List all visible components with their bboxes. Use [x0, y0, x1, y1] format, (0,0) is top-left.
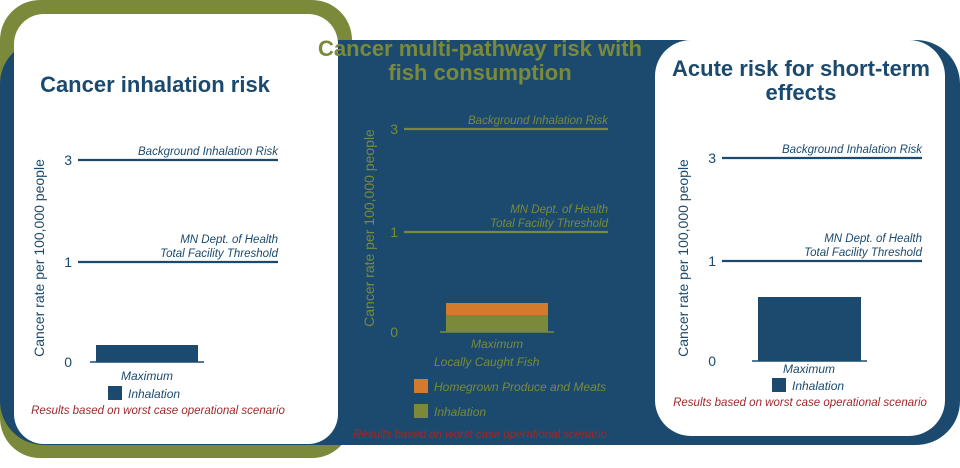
- reference-line-label: Background Inhalation Risk: [782, 144, 923, 156]
- reference-line-label: MN Dept. of Health: [824, 233, 922, 245]
- bar-segment: [758, 297, 861, 361]
- bar-segment: [446, 240, 548, 303]
- legend-label: Homegrown Produce and Meats: [434, 380, 606, 394]
- y-axis-label: Cancer rate per 100,000 people: [675, 159, 691, 357]
- x-category-label: Maximum: [471, 337, 523, 351]
- reference-line-label: Background Inhalation Risk: [468, 115, 609, 127]
- reference-line-label: MN Dept. of Health: [180, 234, 278, 246]
- y-tick-label: 3: [64, 152, 72, 168]
- y-tick-label: 1: [64, 254, 72, 270]
- legend-swatch: [414, 354, 428, 368]
- y-tick-label: 1: [708, 253, 716, 269]
- panel-multi-pathway-inner: [14, 14, 338, 444]
- legend-label: Inhalation: [128, 387, 180, 401]
- panel-title-acute-risk: Acute risk for short-term effects: [672, 56, 930, 105]
- legend-label: Inhalation: [792, 379, 844, 393]
- reference-line-label: Total Facility Threshold: [160, 248, 278, 260]
- footnote: Results based on worst case operational …: [31, 405, 285, 417]
- bar-segment: [446, 303, 548, 315]
- y-tick-label: 0: [708, 353, 716, 369]
- bar-segment: [96, 345, 198, 362]
- y-tick-label: 3: [390, 121, 398, 137]
- reference-line-label: Total Facility Threshold: [490, 218, 608, 230]
- legend-swatch: [414, 404, 428, 418]
- y-axis-label: Cancer rate per 100,000 people: [361, 129, 377, 327]
- footnote: Results based on worst case operational …: [353, 429, 607, 441]
- legend-swatch: [414, 379, 428, 393]
- bar-segment: [446, 315, 548, 332]
- reference-line-label: Total Facility Threshold: [804, 247, 922, 259]
- reference-line-label: MN Dept. of Health: [510, 204, 608, 216]
- panel-multi-pathway: [0, 0, 352, 458]
- y-axis-label: Cancer rate per 100,000 people: [31, 159, 47, 357]
- y-tick-label: 0: [390, 324, 398, 340]
- legend-swatch: [108, 386, 122, 400]
- panel-title-multi-pathway: Cancer multi-pathway risk with fish cons…: [318, 36, 642, 85]
- legend-label: Locally Caught Fish: [434, 355, 540, 369]
- footnote: Results based on worst case operational …: [673, 397, 927, 409]
- y-tick-label: 0: [64, 354, 72, 370]
- legend-swatch: [772, 378, 786, 392]
- reference-line-label: Background Inhalation Risk: [138, 146, 279, 158]
- legend-label: Inhalation: [434, 405, 486, 419]
- panel-title-cancer-inhalation: Cancer inhalation risk: [40, 72, 270, 97]
- x-category-label: Maximum: [783, 362, 835, 376]
- y-tick-label: 1: [390, 224, 398, 240]
- x-category-label: Maximum: [121, 369, 173, 383]
- y-tick-label: 3: [708, 150, 716, 166]
- panel-acute-risk: [655, 40, 945, 436]
